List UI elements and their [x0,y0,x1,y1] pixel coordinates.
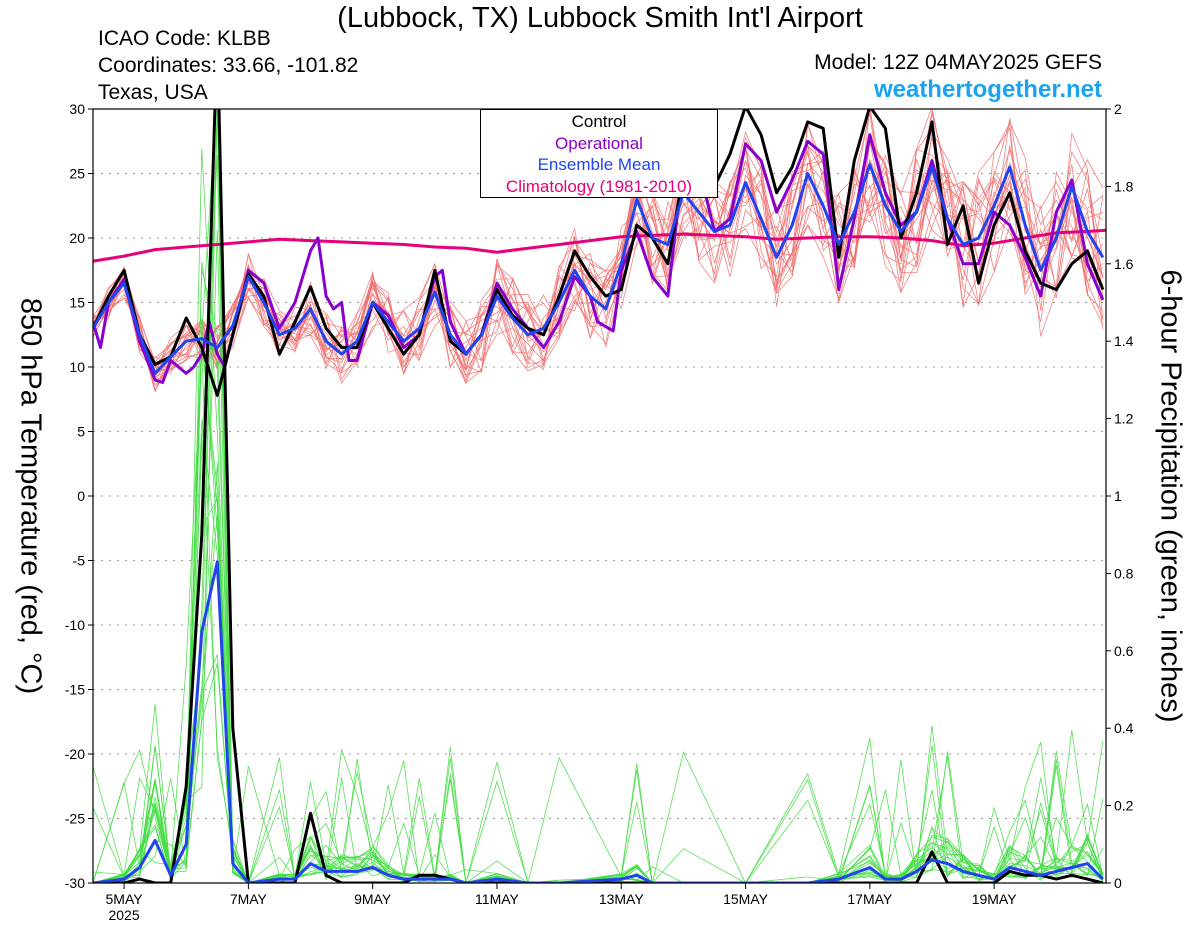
site-name: weathertogether.net [873,76,1102,103]
y2-tick-label: 1.2 [1114,411,1134,427]
y-tick-label: 30 [69,101,85,117]
x-tick-sublabel: 2025 [108,907,139,923]
y-tick-label: -15 [65,682,85,698]
ensemble-member-precip-line [93,326,1104,883]
y2-tick-label: 0.6 [1114,643,1134,659]
x-tick-label: 5MAY [106,891,144,907]
x-tick-label: 13MAY [599,891,645,907]
x-tick-label: 9MAY [354,891,392,907]
y-axis-label-right: 6-hour Precipitation (green, inches) [1154,269,1187,723]
ensemble-mean-temp-line [93,163,1105,375]
ensemble-member-precip-line [93,514,1104,883]
y-tick-label: 20 [69,230,85,246]
x-tick-label: 15MAY [723,891,769,907]
coordinates: Coordinates: 33.66, -101.82 [98,54,359,77]
y-tick-label: 25 [69,166,85,182]
y2-tick-label: 0.8 [1114,565,1134,581]
y2-tick-label: 0 [1114,875,1122,891]
legend: Control Operational Ensemble Mean Climat… [480,109,718,198]
control-temp-line [93,109,1105,397]
y2-tick-label: 0.2 [1114,798,1134,814]
ensemble-member-precip-line [93,338,1104,883]
ensemble-mean-precip-line [93,560,1104,883]
x-tick-label: 17MAY [847,891,893,907]
y-tick-label: -10 [65,617,85,633]
y2-tick-label: 1.6 [1114,256,1134,272]
region: Texas, USA [98,81,208,104]
ensemble-member-precip-line [93,342,1104,883]
legend-operational: Operational [555,133,643,153]
y-tick-label: 10 [69,359,85,375]
y-tick-label: -25 [65,811,85,827]
ensemble-member-precip-line [93,229,1104,883]
ensemble-member-precip-line [93,261,1104,883]
y-tick-label: -5 [73,553,86,569]
y2-tick-label: 1 [1114,488,1122,504]
y-tick-label: 5 [77,424,85,440]
legend-climatology: Climatology (1981-2010) [505,176,693,196]
chart-title: (Lubbock, TX) Lubbock Smith Int'l Airpor… [337,2,863,34]
ensemble-member-precip-line [93,148,1104,883]
legend-ensemble-mean: Ensemble Mean [537,155,661,174]
model-run: Model: 12Z 04MAY2025 GEFS [814,51,1102,74]
plot-area [93,109,1106,883]
y-tick-label: -30 [65,875,85,891]
x-tick-label: 11MAY [475,891,519,907]
x-tick-label: 19MAY [972,891,1018,907]
ensemble-member-precip-line [93,496,1104,883]
y2-tick-label: 1.4 [1114,333,1134,349]
ensemble-member-precip-line [93,155,1104,883]
y2-tick-label: 1.8 [1114,178,1134,194]
ensemble-member-temp-line [93,144,1104,374]
ensemble-member-temp-line [93,127,1104,374]
ensemble-member-precip-line [93,433,1104,883]
legend-control: Control [571,112,627,131]
y2-tick-label: 0.4 [1114,720,1134,736]
x-tick-label: 7MAY [230,891,268,907]
icao-code: ICAO Code: KLBB [98,27,271,50]
y-tick-label: 0 [77,488,85,504]
y-axis-label-left: 850 hPa Temperature (red, °C) [14,297,47,695]
ensemble-member-precip-line [93,462,1104,883]
y-tick-label: -20 [65,746,85,762]
y-tick-label: 15 [69,295,85,311]
y2-tick-label: 2 [1114,101,1122,117]
ensemble-member-precip-line [93,419,1104,883]
ensemble-member-temp-line [93,153,1104,376]
